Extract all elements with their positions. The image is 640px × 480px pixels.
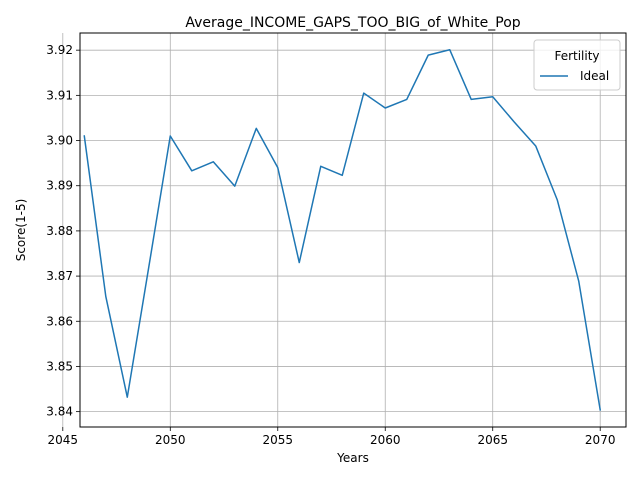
y-tick-label: 3.92 — [46, 43, 73, 57]
x-tick-label: 2070 — [585, 433, 616, 447]
y-tick-label: 3.90 — [46, 134, 73, 148]
y-tick-label: 3.84 — [46, 405, 73, 419]
y-axis-label: Score(1-5) — [14, 199, 28, 262]
grid-lines — [62, 33, 626, 427]
legend-title: Fertility — [554, 49, 599, 63]
x-tick-label: 2060 — [370, 433, 401, 447]
y-tick-label: 3.87 — [46, 269, 73, 283]
x-tick-label: 2050 — [155, 433, 186, 447]
y-tick-label: 3.88 — [46, 224, 73, 238]
series-line-ideal — [83, 48, 602, 411]
x-tick-label: 2055 — [262, 433, 293, 447]
x-tick-label: 2045 — [48, 433, 79, 447]
y-tick-label: 3.86 — [46, 314, 73, 328]
x-tick-label: 2065 — [477, 433, 508, 447]
y-tick-label: 3.89 — [46, 179, 73, 193]
legend-entry-ideal: Ideal — [580, 69, 609, 83]
y-tick-label: 3.85 — [46, 359, 73, 373]
legend: Fertility Ideal — [533, 39, 621, 91]
chart-title: Average_INCOME_GAPS_TOO_BIG_of_White_Pop — [185, 15, 520, 31]
x-axis-label: Years — [336, 451, 369, 465]
series-layer — [83, 48, 602, 411]
legend-box — [533, 39, 621, 91]
plot-area-frame — [79, 32, 627, 428]
y-axis-ticks: 3.84 3.85 3.86 3.87 3.88 3.89 3.90 3.91 3.92 — [46, 43, 80, 419]
x-axis-ticks: 2045 2050 2055 2060 2065 2070 — [48, 427, 616, 447]
y-tick-label: 3.91 — [46, 88, 73, 102]
